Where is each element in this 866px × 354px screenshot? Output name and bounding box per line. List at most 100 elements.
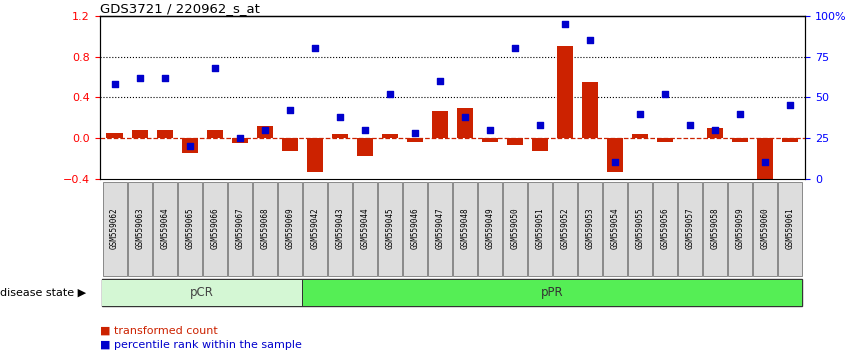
FancyBboxPatch shape <box>553 182 577 276</box>
Text: GSM559057: GSM559057 <box>686 207 695 249</box>
FancyBboxPatch shape <box>653 182 677 276</box>
Text: GDS3721 / 220962_s_at: GDS3721 / 220962_s_at <box>100 2 260 15</box>
FancyBboxPatch shape <box>528 182 553 276</box>
Point <box>583 38 597 43</box>
Bar <box>107 133 123 138</box>
Bar <box>207 130 223 138</box>
Point <box>608 160 622 165</box>
Text: disease state ▶: disease state ▶ <box>0 288 86 298</box>
Text: GSM559047: GSM559047 <box>436 207 444 249</box>
Point <box>458 114 472 120</box>
Bar <box>332 134 348 138</box>
FancyBboxPatch shape <box>703 182 727 276</box>
Bar <box>757 138 773 184</box>
Point <box>633 111 647 116</box>
FancyBboxPatch shape <box>278 182 302 276</box>
FancyBboxPatch shape <box>302 280 803 306</box>
Text: GSM559051: GSM559051 <box>535 207 545 249</box>
Bar <box>732 138 748 142</box>
FancyBboxPatch shape <box>478 182 502 276</box>
Text: GSM559052: GSM559052 <box>560 207 570 249</box>
FancyBboxPatch shape <box>728 182 753 276</box>
Text: GSM559056: GSM559056 <box>661 207 669 249</box>
Text: GSM559063: GSM559063 <box>135 207 144 249</box>
FancyBboxPatch shape <box>603 182 627 276</box>
Bar <box>382 134 398 138</box>
Point <box>183 143 197 149</box>
Text: GSM559059: GSM559059 <box>736 207 745 249</box>
Bar <box>157 130 173 138</box>
FancyBboxPatch shape <box>352 182 377 276</box>
Text: GSM559042: GSM559042 <box>310 207 320 249</box>
Point <box>158 75 171 81</box>
FancyBboxPatch shape <box>228 182 252 276</box>
FancyBboxPatch shape <box>127 182 152 276</box>
Text: GSM559050: GSM559050 <box>511 207 520 249</box>
Bar <box>557 46 573 138</box>
Text: GSM559060: GSM559060 <box>761 207 770 249</box>
Point <box>508 46 522 51</box>
Bar <box>632 134 649 138</box>
Text: ■ transformed count: ■ transformed count <box>100 326 217 336</box>
FancyBboxPatch shape <box>753 182 778 276</box>
Bar <box>708 128 723 138</box>
Point <box>433 78 447 84</box>
Text: GSM559062: GSM559062 <box>110 207 120 249</box>
Bar <box>432 110 448 138</box>
Text: GSM559044: GSM559044 <box>360 207 370 249</box>
Point <box>333 114 346 120</box>
Text: pCR: pCR <box>191 286 214 299</box>
Bar <box>407 138 423 142</box>
FancyBboxPatch shape <box>678 182 702 276</box>
FancyBboxPatch shape <box>102 280 302 306</box>
Text: GSM559069: GSM559069 <box>285 207 294 249</box>
Bar <box>307 138 323 172</box>
FancyBboxPatch shape <box>178 182 202 276</box>
FancyBboxPatch shape <box>428 182 452 276</box>
Point <box>658 91 672 97</box>
Text: ■ percentile rank within the sample: ■ percentile rank within the sample <box>100 340 301 350</box>
Text: GSM559067: GSM559067 <box>236 207 244 249</box>
Point <box>233 135 247 141</box>
Bar <box>457 108 473 138</box>
Point <box>258 127 272 133</box>
Text: GSM559055: GSM559055 <box>636 207 644 249</box>
FancyBboxPatch shape <box>303 182 326 276</box>
Bar <box>657 138 674 142</box>
Bar <box>256 126 273 138</box>
Text: GSM559046: GSM559046 <box>410 207 419 249</box>
Point <box>559 21 572 27</box>
Text: GSM559061: GSM559061 <box>785 207 795 249</box>
FancyBboxPatch shape <box>779 182 803 276</box>
FancyBboxPatch shape <box>253 182 277 276</box>
Point <box>483 127 497 133</box>
Point <box>734 111 747 116</box>
Text: GSM559048: GSM559048 <box>461 207 469 249</box>
Point <box>358 127 372 133</box>
Bar <box>782 138 798 142</box>
Point <box>408 130 422 136</box>
FancyBboxPatch shape <box>102 182 126 276</box>
Point <box>107 81 121 87</box>
Bar <box>507 138 523 145</box>
Point <box>759 160 772 165</box>
Text: pPR: pPR <box>541 286 564 299</box>
Text: GSM559058: GSM559058 <box>711 207 720 249</box>
Bar <box>281 138 298 151</box>
FancyBboxPatch shape <box>203 182 227 276</box>
Bar <box>182 138 197 153</box>
Point <box>708 127 722 133</box>
Point <box>308 46 322 51</box>
Point <box>383 91 397 97</box>
Point <box>283 108 297 113</box>
FancyBboxPatch shape <box>378 182 402 276</box>
Point <box>784 103 798 108</box>
FancyBboxPatch shape <box>102 279 803 307</box>
FancyBboxPatch shape <box>403 182 427 276</box>
Point <box>132 75 146 81</box>
FancyBboxPatch shape <box>453 182 477 276</box>
Text: GSM559049: GSM559049 <box>486 207 494 249</box>
Text: GSM559066: GSM559066 <box>210 207 219 249</box>
FancyBboxPatch shape <box>628 182 652 276</box>
Text: GSM559065: GSM559065 <box>185 207 194 249</box>
